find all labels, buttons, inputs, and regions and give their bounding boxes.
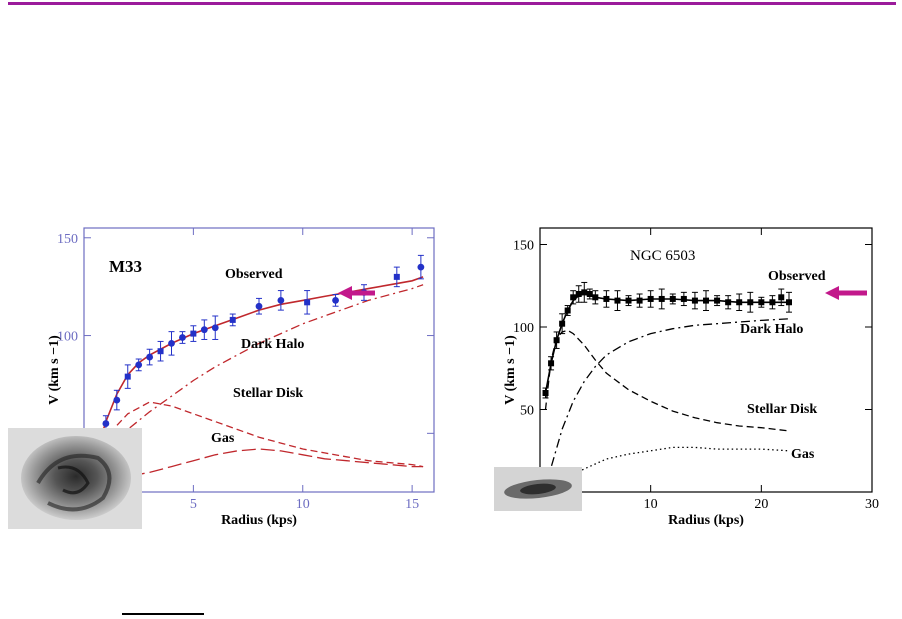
data-point (603, 295, 610, 302)
data-point (769, 299, 776, 306)
data-point (200, 326, 208, 334)
data-point (255, 302, 263, 310)
annotation-gas: Gas (211, 431, 235, 446)
decorative-underline (122, 613, 204, 615)
data-point (778, 294, 785, 301)
x-tick-label: 10 (644, 497, 658, 512)
data-point (614, 297, 621, 304)
data-point (786, 299, 792, 306)
data-point (669, 295, 676, 302)
data-point (691, 297, 698, 304)
data-point (304, 299, 311, 306)
arrow-head (338, 286, 352, 300)
data-point (102, 420, 110, 427)
data-point (747, 299, 754, 306)
data-point (658, 295, 665, 302)
annotation-dark-halo: Dark Halo (241, 337, 304, 352)
series-line-gas (94, 448, 424, 489)
x-tick-label: 30 (865, 497, 879, 512)
data-point (680, 295, 687, 302)
arrow-head (825, 286, 839, 300)
x-axis-label: Radius (kps) (668, 513, 744, 528)
data-point (135, 361, 143, 369)
plot-frame (539, 227, 873, 493)
data-point (332, 296, 339, 304)
data-point (146, 353, 154, 361)
y-axis-label: V (km s −1) (47, 335, 62, 405)
data-point (581, 289, 588, 296)
plot-frame (83, 227, 435, 493)
data-point (586, 291, 593, 297)
data-point (564, 307, 571, 314)
data-point (124, 373, 131, 380)
ngc6503-panel: 10 20 30 50 100 150 Radius (kps) V (km s −1) NGC… (492, 195, 887, 535)
y-tick-label: 150 (57, 232, 78, 247)
series-line-stellar-disk (544, 329, 790, 432)
annotation-gas: Gas (791, 447, 815, 462)
data-point (758, 299, 765, 306)
data-point (542, 390, 549, 396)
annotation-observed: Observed (225, 267, 283, 282)
data-point (559, 320, 566, 327)
data-point (393, 273, 400, 280)
annotation-stellar-disk: Stellar Disk (747, 402, 817, 417)
data-point (190, 330, 197, 337)
y-tick-label: 100 (57, 330, 78, 345)
data-point (725, 299, 732, 306)
data-point (157, 348, 164, 355)
m33-galaxy-image (8, 428, 142, 529)
data-point (647, 295, 654, 302)
data-point (277, 296, 285, 304)
series-line-stellar-disk (94, 401, 424, 468)
data-point (113, 396, 121, 404)
data-point (625, 297, 632, 304)
data-point (229, 316, 236, 323)
data-point (179, 334, 186, 341)
annotation-stellar-disk: Stellar Disk (233, 386, 303, 401)
x-axis-label: Radius (kps) (221, 513, 297, 528)
y-tick-label: 50 (520, 404, 534, 419)
ngc6503-galaxy-image (494, 467, 582, 511)
data-point (211, 324, 219, 332)
data-point (592, 294, 599, 301)
data-point (636, 297, 643, 304)
data-point (168, 339, 175, 347)
y-tick-label: 150 (513, 239, 534, 254)
series-line-dark-halo (94, 284, 424, 473)
chart-title: M33 (109, 257, 142, 276)
data-point (714, 297, 721, 304)
series-line-observed (544, 293, 789, 394)
annotation-observed: Observed (768, 269, 826, 284)
series-line-gas (545, 446, 790, 488)
chart-title: NGC 6503 (630, 248, 695, 264)
header-rule (8, 2, 896, 5)
x-tick-label: 20 (754, 497, 768, 512)
data-point (703, 297, 709, 304)
x-tick-label: 5 (190, 497, 197, 512)
y-tick-label: 100 (513, 321, 534, 336)
x-tick-label: 10 (296, 497, 310, 512)
y-axis-label: V (km s −1) (503, 335, 518, 405)
data-point (548, 360, 555, 367)
data-point (575, 291, 582, 297)
data-point (417, 263, 425, 271)
x-tick-label: 15 (405, 497, 419, 512)
data-point (570, 294, 577, 301)
data-point (553, 337, 560, 344)
annotation-dark-halo: Dark Halo (740, 322, 803, 337)
ngc6503-chart: 10 20 30 50 100 150 Radius (kps) V (km s −1) NGC… (503, 227, 879, 528)
data-point (736, 299, 743, 306)
